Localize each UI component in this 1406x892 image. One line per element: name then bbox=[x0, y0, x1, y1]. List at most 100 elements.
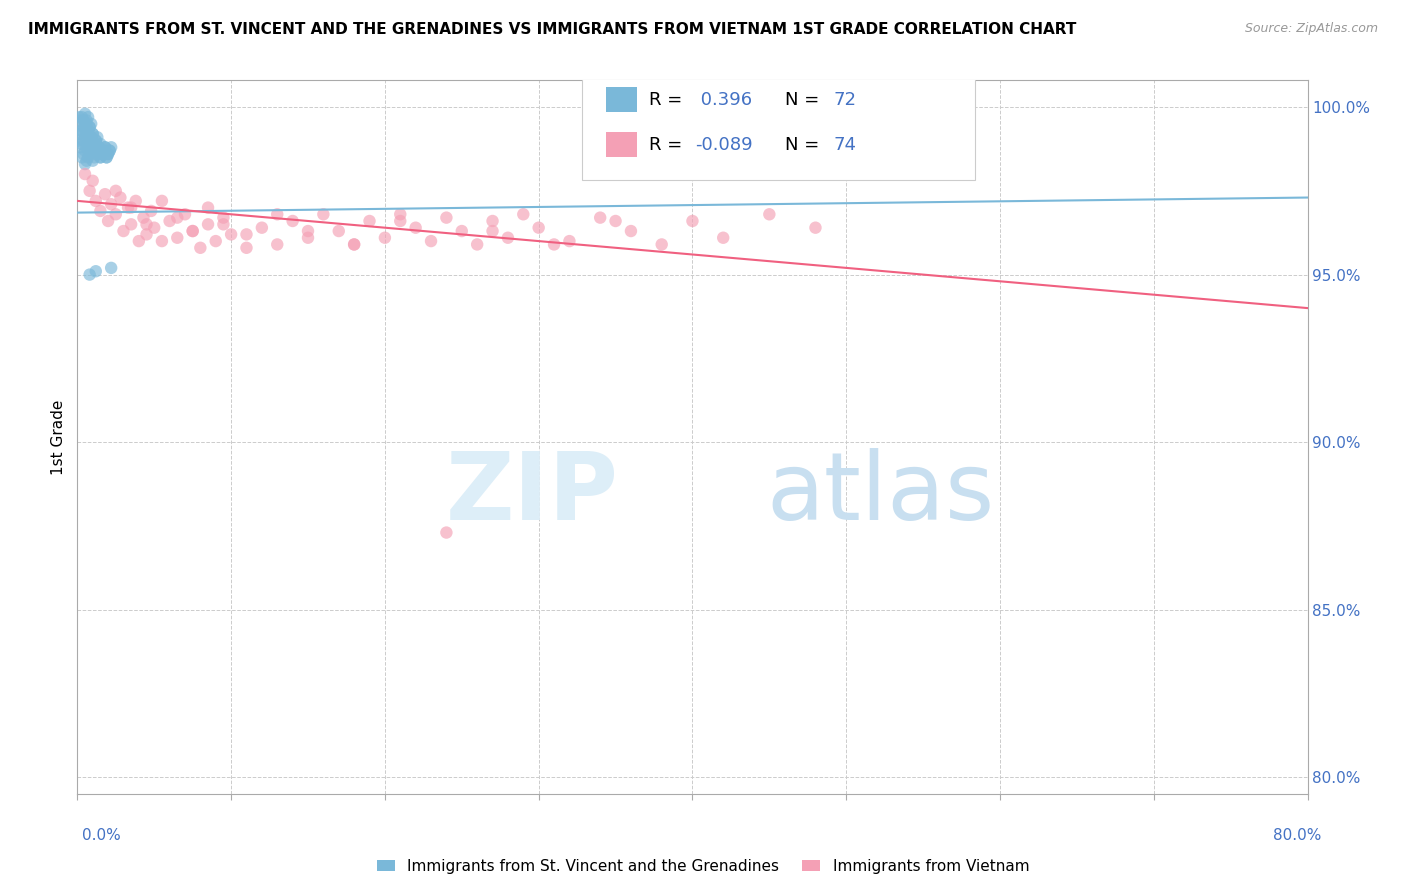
Point bbox=[98, 144, 121, 158]
Point bbox=[79, 147, 101, 161]
Point bbox=[79, 184, 101, 198]
Point bbox=[204, 234, 226, 248]
Point bbox=[135, 218, 157, 232]
Point bbox=[76, 153, 98, 168]
Point bbox=[219, 227, 242, 242]
Point bbox=[83, 136, 105, 151]
Point bbox=[405, 220, 427, 235]
Point bbox=[94, 187, 117, 202]
Point bbox=[589, 211, 612, 225]
Point bbox=[481, 224, 503, 238]
Point bbox=[235, 241, 257, 255]
Text: N =: N = bbox=[785, 136, 825, 153]
Point bbox=[620, 224, 643, 238]
Point bbox=[73, 117, 96, 131]
Text: ZIP: ZIP bbox=[446, 448, 619, 541]
Point bbox=[496, 231, 519, 245]
Point bbox=[266, 207, 288, 221]
Point bbox=[181, 224, 204, 238]
Point bbox=[69, 113, 91, 128]
Text: N =: N = bbox=[785, 91, 825, 109]
Point bbox=[89, 136, 111, 151]
Point bbox=[90, 147, 114, 161]
Point bbox=[83, 136, 105, 151]
Point bbox=[312, 207, 335, 221]
Point bbox=[82, 140, 104, 154]
Point bbox=[150, 194, 173, 208]
Point bbox=[73, 130, 96, 145]
Point bbox=[120, 201, 142, 215]
Legend: Immigrants from St. Vincent and the Grenadines, Immigrants from Vietnam: Immigrants from St. Vincent and the Gren… bbox=[371, 853, 1035, 880]
Text: 0.0%: 0.0% bbox=[82, 828, 121, 843]
Point bbox=[651, 237, 673, 252]
Point bbox=[96, 150, 118, 164]
Point bbox=[73, 144, 96, 158]
Point bbox=[67, 110, 90, 124]
Point bbox=[166, 211, 188, 225]
Point bbox=[86, 144, 108, 158]
Point bbox=[70, 123, 93, 137]
Text: Source: ZipAtlas.com: Source: ZipAtlas.com bbox=[1244, 22, 1378, 36]
Point bbox=[96, 150, 118, 164]
Point bbox=[117, 201, 139, 215]
Point bbox=[181, 224, 204, 238]
Point bbox=[543, 237, 565, 252]
Text: atlas: atlas bbox=[766, 448, 994, 541]
Point bbox=[80, 144, 103, 158]
Point bbox=[94, 140, 117, 154]
Point bbox=[72, 120, 94, 135]
Point bbox=[76, 113, 98, 128]
Point bbox=[76, 127, 98, 141]
Point bbox=[90, 147, 114, 161]
Point bbox=[711, 231, 734, 245]
Point bbox=[389, 214, 412, 228]
Point bbox=[70, 110, 93, 124]
Point bbox=[83, 150, 105, 164]
Point bbox=[100, 140, 122, 154]
Point bbox=[112, 224, 135, 238]
Point bbox=[558, 234, 581, 248]
Point bbox=[436, 525, 458, 540]
Point bbox=[69, 140, 91, 154]
Point bbox=[73, 107, 96, 121]
Point bbox=[77, 136, 100, 151]
Point bbox=[159, 214, 181, 228]
Point bbox=[80, 130, 103, 145]
Point bbox=[84, 134, 107, 148]
Point bbox=[343, 237, 366, 252]
Point bbox=[84, 134, 107, 148]
Point bbox=[70, 150, 93, 164]
Point bbox=[79, 120, 101, 135]
Point bbox=[481, 214, 503, 228]
Point bbox=[141, 203, 163, 218]
Text: 80.0%: 80.0% bbox=[1274, 828, 1322, 843]
Point bbox=[89, 150, 111, 164]
Point bbox=[79, 134, 101, 148]
Point bbox=[512, 207, 534, 221]
Point bbox=[77, 110, 100, 124]
Point bbox=[197, 201, 219, 215]
Point bbox=[94, 140, 117, 154]
Point bbox=[605, 214, 627, 228]
Point bbox=[188, 241, 212, 255]
Point bbox=[758, 207, 780, 221]
Text: -0.089: -0.089 bbox=[695, 136, 752, 153]
Point bbox=[281, 214, 304, 228]
Point bbox=[84, 147, 107, 161]
Point bbox=[250, 220, 273, 235]
Point bbox=[100, 197, 122, 211]
FancyBboxPatch shape bbox=[606, 132, 637, 157]
Point bbox=[328, 224, 350, 238]
Point bbox=[235, 227, 257, 242]
Point bbox=[67, 134, 90, 148]
Point bbox=[120, 218, 142, 232]
Point bbox=[77, 123, 100, 137]
Text: 74: 74 bbox=[834, 136, 856, 153]
Point bbox=[436, 211, 458, 225]
Point bbox=[80, 117, 103, 131]
Point bbox=[84, 194, 107, 208]
Point bbox=[97, 214, 120, 228]
Point bbox=[804, 220, 827, 235]
Point bbox=[450, 224, 472, 238]
Point bbox=[420, 234, 443, 248]
